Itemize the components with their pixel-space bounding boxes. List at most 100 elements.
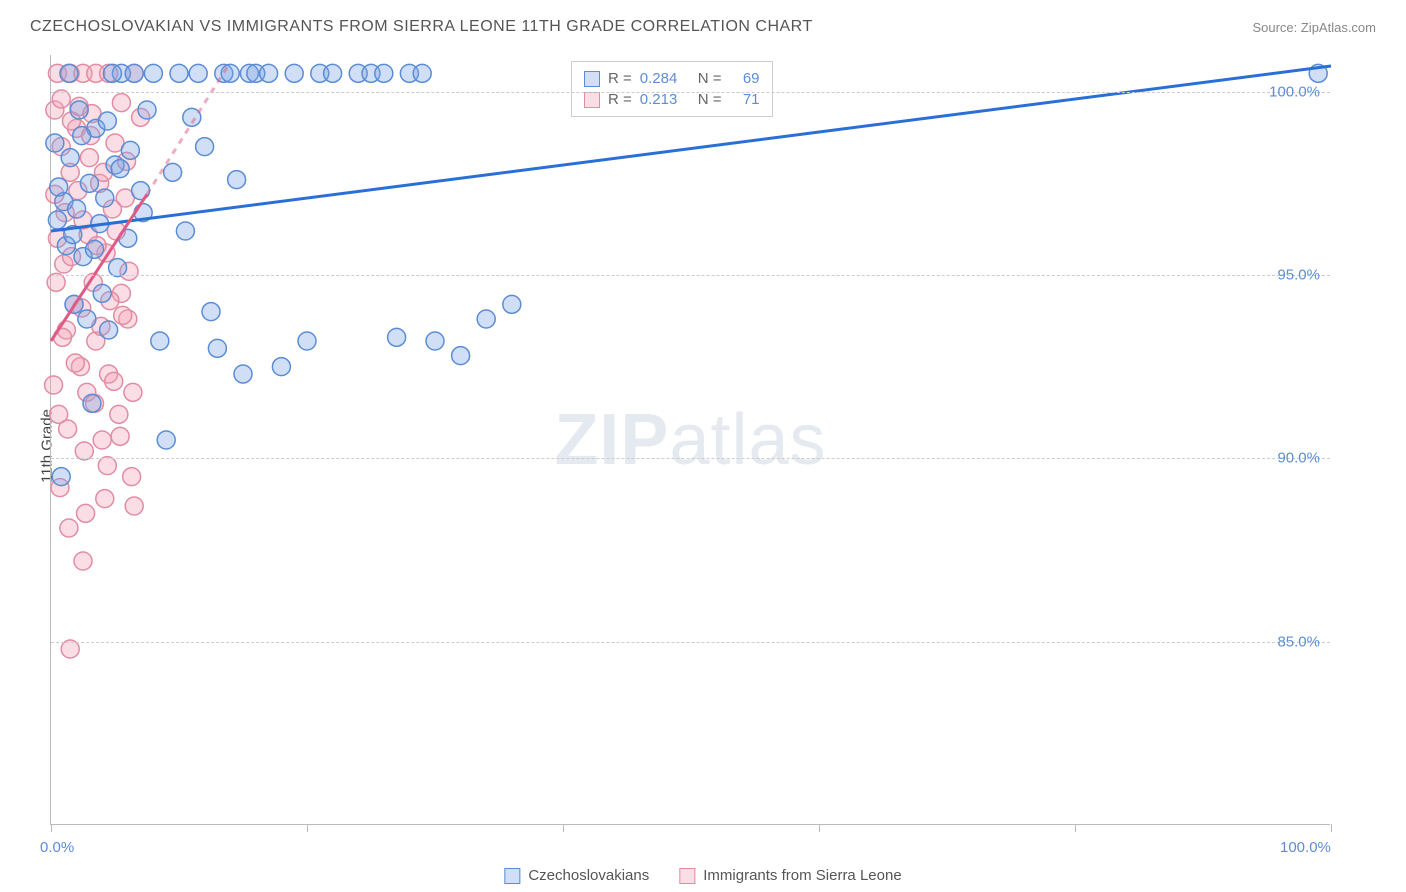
scatter-point: [47, 273, 65, 291]
scatter-point: [144, 64, 162, 82]
scatter-point: [73, 127, 91, 145]
scatter-point: [96, 490, 114, 508]
r-value: 0.284: [640, 70, 690, 87]
r-value: 0.213: [640, 91, 690, 108]
legend-item: Immigrants from Sierra Leone: [679, 867, 901, 884]
scatter-point: [196, 138, 214, 156]
n-value: 71: [730, 91, 760, 108]
legend-swatch: [584, 92, 600, 108]
r-label: R =: [608, 91, 632, 108]
correlation-legend: R = 0.284 N = 69 R = 0.213 N = 71: [571, 61, 773, 117]
scatter-point: [202, 303, 220, 321]
scatter-point: [138, 101, 156, 119]
scatter-point: [124, 383, 142, 401]
scatter-point: [413, 64, 431, 82]
legend-swatch: [584, 71, 600, 87]
source-link[interactable]: ZipAtlas.com: [1301, 20, 1376, 35]
scatter-point: [125, 64, 143, 82]
scatter-point: [50, 178, 68, 196]
y-tick-label: 95.0%: [1277, 267, 1320, 284]
scatter-point: [477, 310, 495, 328]
scatter-point: [164, 163, 182, 181]
correlation-legend-row: R = 0.284 N = 69: [584, 68, 760, 89]
scatter-point: [48, 211, 66, 229]
legend-item: Czechoslovakians: [504, 867, 649, 884]
scatter-point: [112, 94, 130, 112]
scatter-point: [59, 420, 77, 438]
scatter-point: [260, 64, 278, 82]
scatter-point: [96, 189, 114, 207]
scatter-point: [98, 457, 116, 475]
scatter-point: [105, 372, 123, 390]
x-tick: [1075, 824, 1076, 832]
scatter-point: [98, 112, 116, 130]
scatter-point: [75, 442, 93, 460]
scatter-point: [375, 64, 393, 82]
scatter-point: [125, 497, 143, 515]
r-label: R =: [608, 70, 632, 87]
x-tick: [819, 824, 820, 832]
scatter-point: [208, 339, 226, 357]
plot-area: ZIPatlas R =0.284N =69R =0.213N =71 85.0…: [50, 55, 1330, 825]
x-tick-label: 0.0%: [40, 839, 74, 856]
scatter-point: [103, 64, 121, 82]
scatter-point: [452, 347, 470, 365]
scatter-point: [151, 332, 169, 350]
scatter-point: [109, 259, 127, 277]
legend-label: Czechoslovakians: [528, 867, 649, 884]
scatter-point: [110, 405, 128, 423]
scatter-point: [272, 358, 290, 376]
scatter-point: [111, 427, 129, 445]
n-value: 69: [730, 70, 760, 87]
scatter-point: [60, 519, 78, 537]
trend-line: [147, 62, 230, 194]
source-label: Source:: [1252, 20, 1300, 35]
scatter-point: [388, 328, 406, 346]
scatter-point: [324, 64, 342, 82]
scatter-point: [170, 64, 188, 82]
scatter-point: [52, 468, 70, 486]
scatter-point: [80, 174, 98, 192]
gridline: [51, 458, 1330, 459]
y-tick-label: 90.0%: [1277, 450, 1320, 467]
scatter-point: [45, 376, 63, 394]
scatter-point: [189, 64, 207, 82]
legend-swatch: [504, 868, 520, 884]
scatter-point: [176, 222, 194, 240]
y-tick-label: 100.0%: [1269, 83, 1320, 100]
scatter-point: [77, 504, 95, 522]
scatter-point: [123, 468, 141, 486]
scatter-point: [80, 149, 98, 167]
x-tick-label: 100.0%: [1280, 839, 1331, 856]
x-tick: [51, 824, 52, 832]
n-label: N =: [698, 70, 722, 87]
x-tick: [307, 824, 308, 832]
gridline: [51, 275, 1330, 276]
scatter-point: [61, 640, 79, 658]
scatter-point: [221, 64, 239, 82]
scatter-point: [93, 284, 111, 302]
scatter-point: [60, 64, 78, 82]
n-label: N =: [698, 91, 722, 108]
scatter-point: [74, 552, 92, 570]
scatter-point: [46, 134, 64, 152]
legend-label: Immigrants from Sierra Leone: [703, 867, 901, 884]
scatter-point: [93, 431, 111, 449]
x-tick: [1331, 824, 1332, 832]
scatter-point: [83, 394, 101, 412]
scatter-point: [111, 160, 129, 178]
scatter-point: [114, 306, 132, 324]
chart-svg: [51, 55, 1330, 824]
scatter-point: [426, 332, 444, 350]
scatter-point: [228, 171, 246, 189]
x-tick: [563, 824, 564, 832]
gridline: [51, 92, 1330, 93]
scatter-point: [66, 354, 84, 372]
scatter-point: [68, 200, 86, 218]
scatter-point: [503, 295, 521, 313]
scatter-point: [234, 365, 252, 383]
scatter-point: [121, 141, 139, 159]
scatter-point: [86, 240, 104, 258]
chart-title: CZECHOSLOVAKIAN VS IMMIGRANTS FROM SIERR…: [30, 18, 813, 36]
scatter-point: [61, 149, 79, 167]
